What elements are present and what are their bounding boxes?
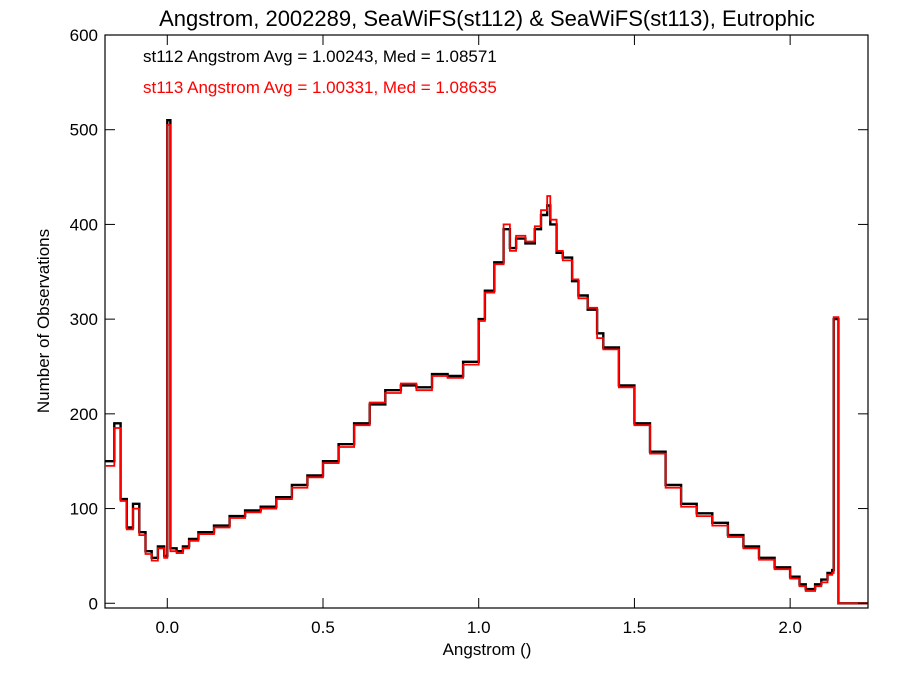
y-tick-label: 400: [70, 215, 98, 234]
x-tick-label: 0.5: [311, 618, 335, 637]
y-tick-label: 100: [70, 500, 98, 519]
y-tick-label: 300: [70, 310, 98, 329]
y-tick-label: 200: [70, 405, 98, 424]
x-tick-label: 0.0: [155, 618, 179, 637]
annotation-st112: st112 Angstrom Avg = 1.00243, Med = 1.08…: [143, 47, 497, 66]
y-tick-label: 0: [89, 594, 98, 613]
plot-area: 0.0 0.5 1.0 1.5 2.0 0 100 200 300 400 500 600: [70, 26, 869, 637]
x-tick-label: 1.5: [623, 618, 647, 637]
annotation-st113: st113 Angstrom Avg = 1.00331, Med = 1.08…: [143, 78, 497, 97]
y-tick-label: 600: [70, 26, 98, 45]
y-axis-title: Number of Observations: [34, 229, 53, 413]
plot-frame: [104, 34, 869, 609]
x-tick-label: 1.0: [467, 618, 491, 637]
series-line-1: [105, 119, 868, 605]
x-tick-label: 2.0: [778, 618, 802, 637]
series-line-2: [105, 124, 868, 605]
series-layer: [105, 119, 868, 605]
x-axis-title: Angstrom (): [443, 640, 532, 659]
chart-title: Angstrom, 2002289, SeaWiFS(st112) & SeaW…: [159, 6, 815, 31]
y-tick-label: 500: [70, 121, 98, 140]
tick-layer: 0.0 0.5 1.0 1.5 2.0 0 100 200 300 400 500 600: [70, 26, 868, 637]
